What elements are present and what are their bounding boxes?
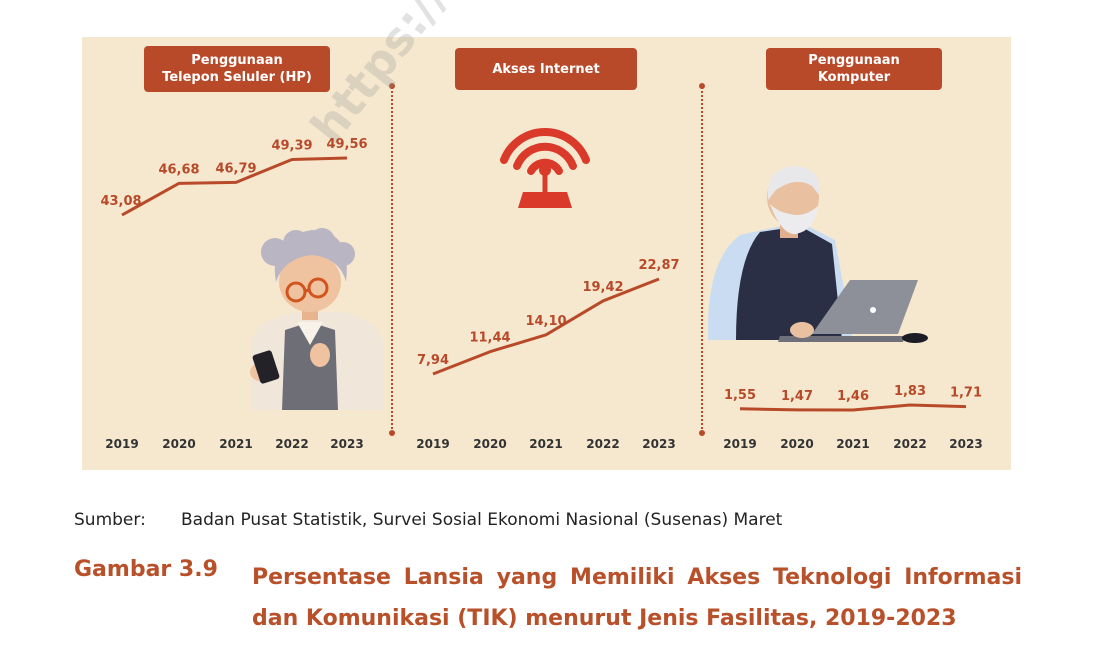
x-tick-label: 2019 [723,437,756,451]
panel-divider [391,87,393,433]
divider-dot [699,83,705,89]
data-label: 1,83 [894,384,926,399]
panel-title-computer: Penggunaan Komputer [766,48,942,90]
x-tick-label: 2023 [949,437,982,451]
panel-title-hp: Penggunaan Telepon Seluler (HP) [144,46,330,92]
data-label: 49,39 [271,138,312,153]
infographic-panel: Penggunaan Telepon Seluler (HP) Akses In… [82,37,1011,470]
source-label: Sumber: [74,510,146,530]
charts-layer: 43,08 2019 46,68 2020 46,79 2021 49,39 2022 49,5… [100,137,982,451]
x-tick-label: 2023 [330,437,363,451]
divider-dot [389,430,395,436]
x-tick-label: 2020 [162,437,195,451]
x-tick-label: 2021 [529,437,562,451]
x-tick-label: 2020 [473,437,506,451]
source-text: Badan Pusat Statistik, Survei Sosial Eko… [181,510,783,530]
data-label: 7,94 [417,353,449,368]
data-label: 49,56 [326,137,367,152]
panel-divider [701,87,703,433]
x-tick-label: 2019 [416,437,449,451]
series-line-computer [739,403,967,412]
figure-number: Gambar 3.9 [74,557,218,582]
data-label: 43,08 [100,194,141,209]
figure-caption: Persentase Lansia yang Memiliki Akses Te… [252,565,1022,631]
x-tick-label: 2022 [275,437,308,451]
data-label: 14,10 [525,314,566,329]
source-note: Sumber: Badan Pusat Statistik, Survei Sos… [74,510,782,530]
divider-dot [699,430,705,436]
x-tick-label: 2020 [780,437,813,451]
x-tick-label: 2022 [586,437,619,451]
data-label: 1,46 [837,389,869,404]
x-tick-label: 2022 [893,437,926,451]
x-tick-label: 2023 [642,437,675,451]
data-label: 22,87 [638,258,679,273]
data-label: 46,79 [215,161,256,176]
data-label: 11,44 [469,331,510,346]
x-tick-label: 2021 [219,437,252,451]
wifi-router-icon [500,127,590,208]
x-tick-label: 2019 [105,437,138,451]
data-label: 1,47 [781,389,813,404]
data-label: 1,71 [950,386,982,401]
divider-dot [389,83,395,89]
series-line-hp [121,156,348,217]
data-label: 1,55 [724,388,756,403]
x-tick-label: 2021 [836,437,869,451]
data-label: 19,42 [582,280,623,295]
elderly-man-laptop-icon [707,166,928,343]
series-line-internet [432,277,660,376]
panel-title-internet: Akses Internet [455,48,637,90]
elderly-woman-phone-icon [250,228,384,410]
data-label: 46,68 [158,162,199,177]
